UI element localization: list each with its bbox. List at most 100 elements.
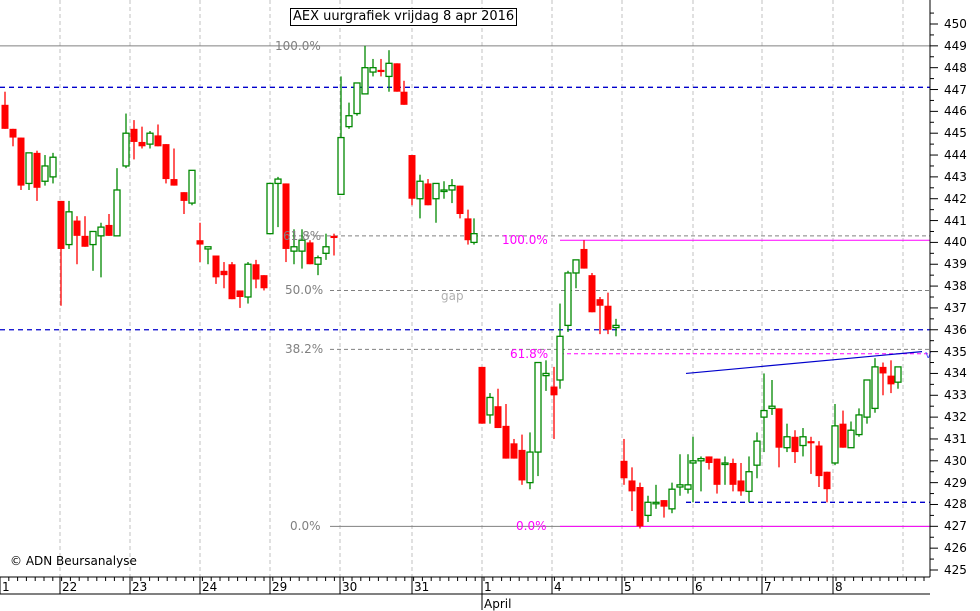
candle-body-down xyxy=(510,443,518,459)
candle-body-up xyxy=(440,189,448,193)
candle-body-up xyxy=(41,165,49,182)
candle-body-up xyxy=(188,169,196,204)
candle-body-up xyxy=(290,246,298,252)
fib-label: 50.0% xyxy=(285,283,324,298)
x-tick-label: 6 xyxy=(695,580,703,594)
y-tick-label: 435 xyxy=(944,344,967,359)
x-tick-label: 1 xyxy=(2,580,10,594)
y-tick-label: 450 xyxy=(944,17,967,31)
y-tick-label: 446 xyxy=(944,104,967,119)
candle-body-up xyxy=(745,471,753,493)
candle-body-up xyxy=(432,182,440,200)
candle-body-down xyxy=(220,270,228,276)
candle-body-down xyxy=(33,152,41,188)
y-tick-label: 432 xyxy=(944,410,967,425)
copyright-label: © ADN Beursanalyse xyxy=(10,554,137,568)
candle-body-down xyxy=(252,264,260,280)
x-tick-label: 4 xyxy=(554,580,562,594)
candle-body-down xyxy=(502,425,510,459)
candle-body-down xyxy=(737,480,745,492)
candle-body-up xyxy=(556,335,564,381)
x-tick-label: 24 xyxy=(202,580,218,594)
y-tick-label: 449 xyxy=(944,38,967,53)
candle-body-down xyxy=(408,155,416,199)
candle-body-down xyxy=(330,235,338,239)
candle-body-down xyxy=(57,200,65,249)
x-tick-label: 22 xyxy=(62,580,78,594)
x-tick-label: 29 xyxy=(272,580,288,594)
candle-body-down xyxy=(550,386,558,396)
fib-label: 0.0% xyxy=(290,519,321,534)
candle-body-up xyxy=(113,189,121,237)
candle-body-down xyxy=(628,480,636,492)
candle-body-down xyxy=(170,179,178,186)
candle-body-down xyxy=(260,275,268,289)
candle-body-down xyxy=(212,255,220,278)
y-tick-label: 427 xyxy=(944,519,967,534)
candle-body-up xyxy=(65,211,73,246)
y-tick-label: 436 xyxy=(944,322,967,337)
candle-body-down xyxy=(807,441,815,444)
fib-label: 0.0% xyxy=(516,519,547,534)
y-tick-label: 448 xyxy=(944,60,967,75)
candle-body-down xyxy=(393,63,401,92)
y-tick-label: 429 xyxy=(944,475,967,490)
v-marker: v xyxy=(925,348,932,361)
candle-body-up xyxy=(768,405,776,410)
x-tick-label: 1 xyxy=(484,580,492,594)
candle-body-down xyxy=(604,305,612,330)
candle-body-down xyxy=(705,456,713,463)
candle-body-up xyxy=(204,246,212,250)
candle-body-up xyxy=(25,152,33,185)
candle-body-down xyxy=(180,192,188,201)
candle-body-down xyxy=(130,128,138,142)
candle-body-up xyxy=(385,62,393,78)
y-tick-label: 445 xyxy=(944,126,967,141)
candle-body-down xyxy=(17,137,25,186)
candle-body-down xyxy=(138,141,146,147)
candle-body-down xyxy=(620,460,628,479)
candle-body-up xyxy=(799,436,807,447)
candle-body-up xyxy=(564,272,572,327)
month-label: April xyxy=(484,597,512,611)
candle-body-up xyxy=(684,484,692,490)
grid-lines xyxy=(59,0,904,577)
candle-body-up xyxy=(526,451,534,484)
x-tick-label: 31 xyxy=(414,580,430,594)
y-tick-label: 437 xyxy=(944,300,967,315)
candle-body-down xyxy=(9,128,17,138)
candle-body-up xyxy=(298,239,306,252)
candle-body-down xyxy=(81,235,89,247)
candle-body-up xyxy=(361,67,369,95)
candle-body-up xyxy=(871,366,879,410)
candle-body-up xyxy=(314,257,322,265)
y-tick-label: 441 xyxy=(944,213,967,228)
candle-body-up xyxy=(266,182,274,235)
y-tick-label: 442 xyxy=(944,191,967,206)
candle-body-down xyxy=(518,449,526,481)
candle-body-up xyxy=(345,115,353,128)
y-tick-label: 425 xyxy=(944,563,967,577)
y-tick-label: 426 xyxy=(944,541,967,556)
candle-body-down xyxy=(73,220,81,236)
candle-body-down xyxy=(729,462,737,485)
candle-body-up xyxy=(448,184,456,191)
candle-body-down xyxy=(588,275,596,313)
candle-body-up xyxy=(486,396,494,416)
candle-body-up xyxy=(470,233,478,244)
candle-body-down xyxy=(775,408,783,448)
horizontal-lines: v xyxy=(0,45,932,527)
axes xyxy=(0,0,938,610)
candle-body-up xyxy=(668,488,676,510)
candle-body-up xyxy=(244,263,252,298)
y-tick-label: 440 xyxy=(944,235,967,250)
x-tick-label: 8 xyxy=(835,580,843,594)
candle-body-down xyxy=(400,91,408,105)
candle-body-up xyxy=(697,457,705,462)
candle-body-up xyxy=(652,501,660,505)
candle-body-up xyxy=(122,132,130,167)
candle-body-down xyxy=(464,218,472,241)
y-tick-label: 428 xyxy=(944,497,967,512)
candles xyxy=(1,45,902,529)
candle-body-down xyxy=(713,458,721,485)
